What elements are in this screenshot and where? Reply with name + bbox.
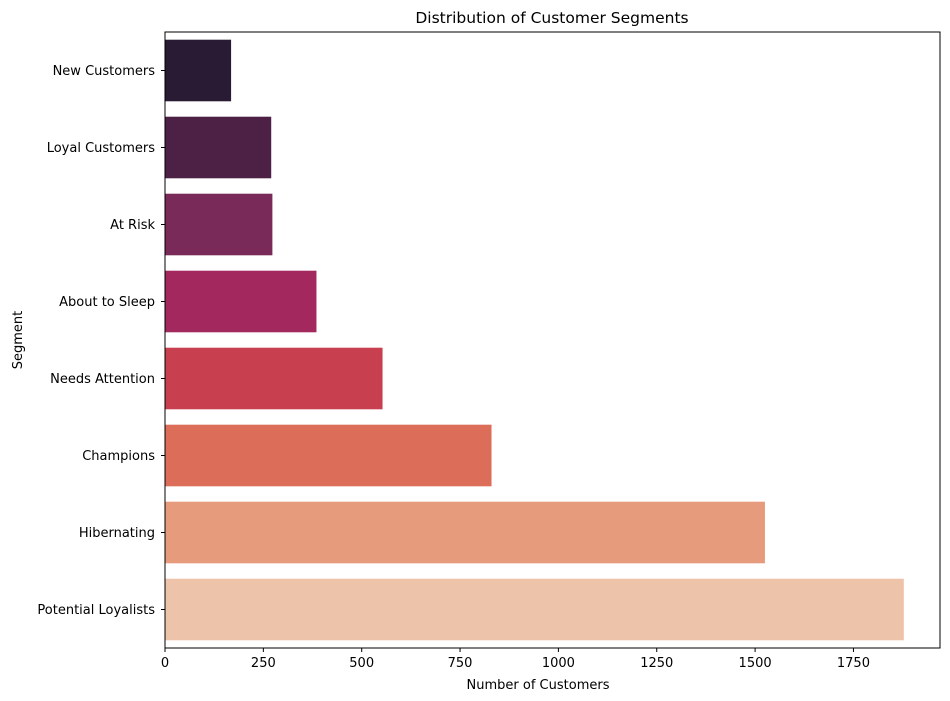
y-tick-label: Champions bbox=[82, 449, 155, 464]
bar-about-to-sleep bbox=[165, 270, 317, 333]
y-tick-label: Potential Loyalists bbox=[37, 603, 155, 618]
x-tick-label: 250 bbox=[251, 656, 276, 671]
x-tick-label: 500 bbox=[349, 656, 374, 671]
x-tick-label: 750 bbox=[448, 656, 473, 671]
y-tick-label: About to Sleep bbox=[59, 295, 155, 310]
bar-at-risk bbox=[165, 193, 273, 256]
y-tick-label: Loyal Customers bbox=[47, 141, 156, 156]
y-tick-label: Hibernating bbox=[79, 526, 155, 541]
x-tick-label: 1500 bbox=[739, 656, 772, 671]
bar-champions bbox=[165, 424, 492, 487]
bar-needs-attention bbox=[165, 347, 383, 410]
bar-potential-loyalists bbox=[165, 578, 904, 641]
y-axis-label: Segment bbox=[11, 311, 26, 370]
x-tick-label: 1000 bbox=[542, 656, 575, 671]
bars-group bbox=[165, 39, 904, 641]
x-tick-label: 1750 bbox=[837, 656, 870, 671]
y-tick-label: At Risk bbox=[110, 218, 155, 233]
x-axis-label: Number of Customers bbox=[467, 678, 610, 693]
bar-new-customers bbox=[165, 39, 232, 102]
x-tick-label: 0 bbox=[161, 656, 169, 671]
x-tick-label: 1250 bbox=[640, 656, 673, 671]
chart-title: Distribution of Customer Segments bbox=[415, 9, 688, 27]
bar-hibernating bbox=[165, 501, 765, 564]
y-tick-label: Needs Attention bbox=[50, 372, 155, 387]
bar-loyal-customers bbox=[165, 116, 272, 179]
plot-frame bbox=[164, 31, 941, 649]
x-axis: 0 250 500 750 1000 1250 1500 1750 bbox=[161, 648, 870, 671]
y-tick-label: New Customers bbox=[53, 64, 156, 79]
y-axis: New Customers Loyal Customers At Risk About… bbox=[37, 64, 165, 618]
